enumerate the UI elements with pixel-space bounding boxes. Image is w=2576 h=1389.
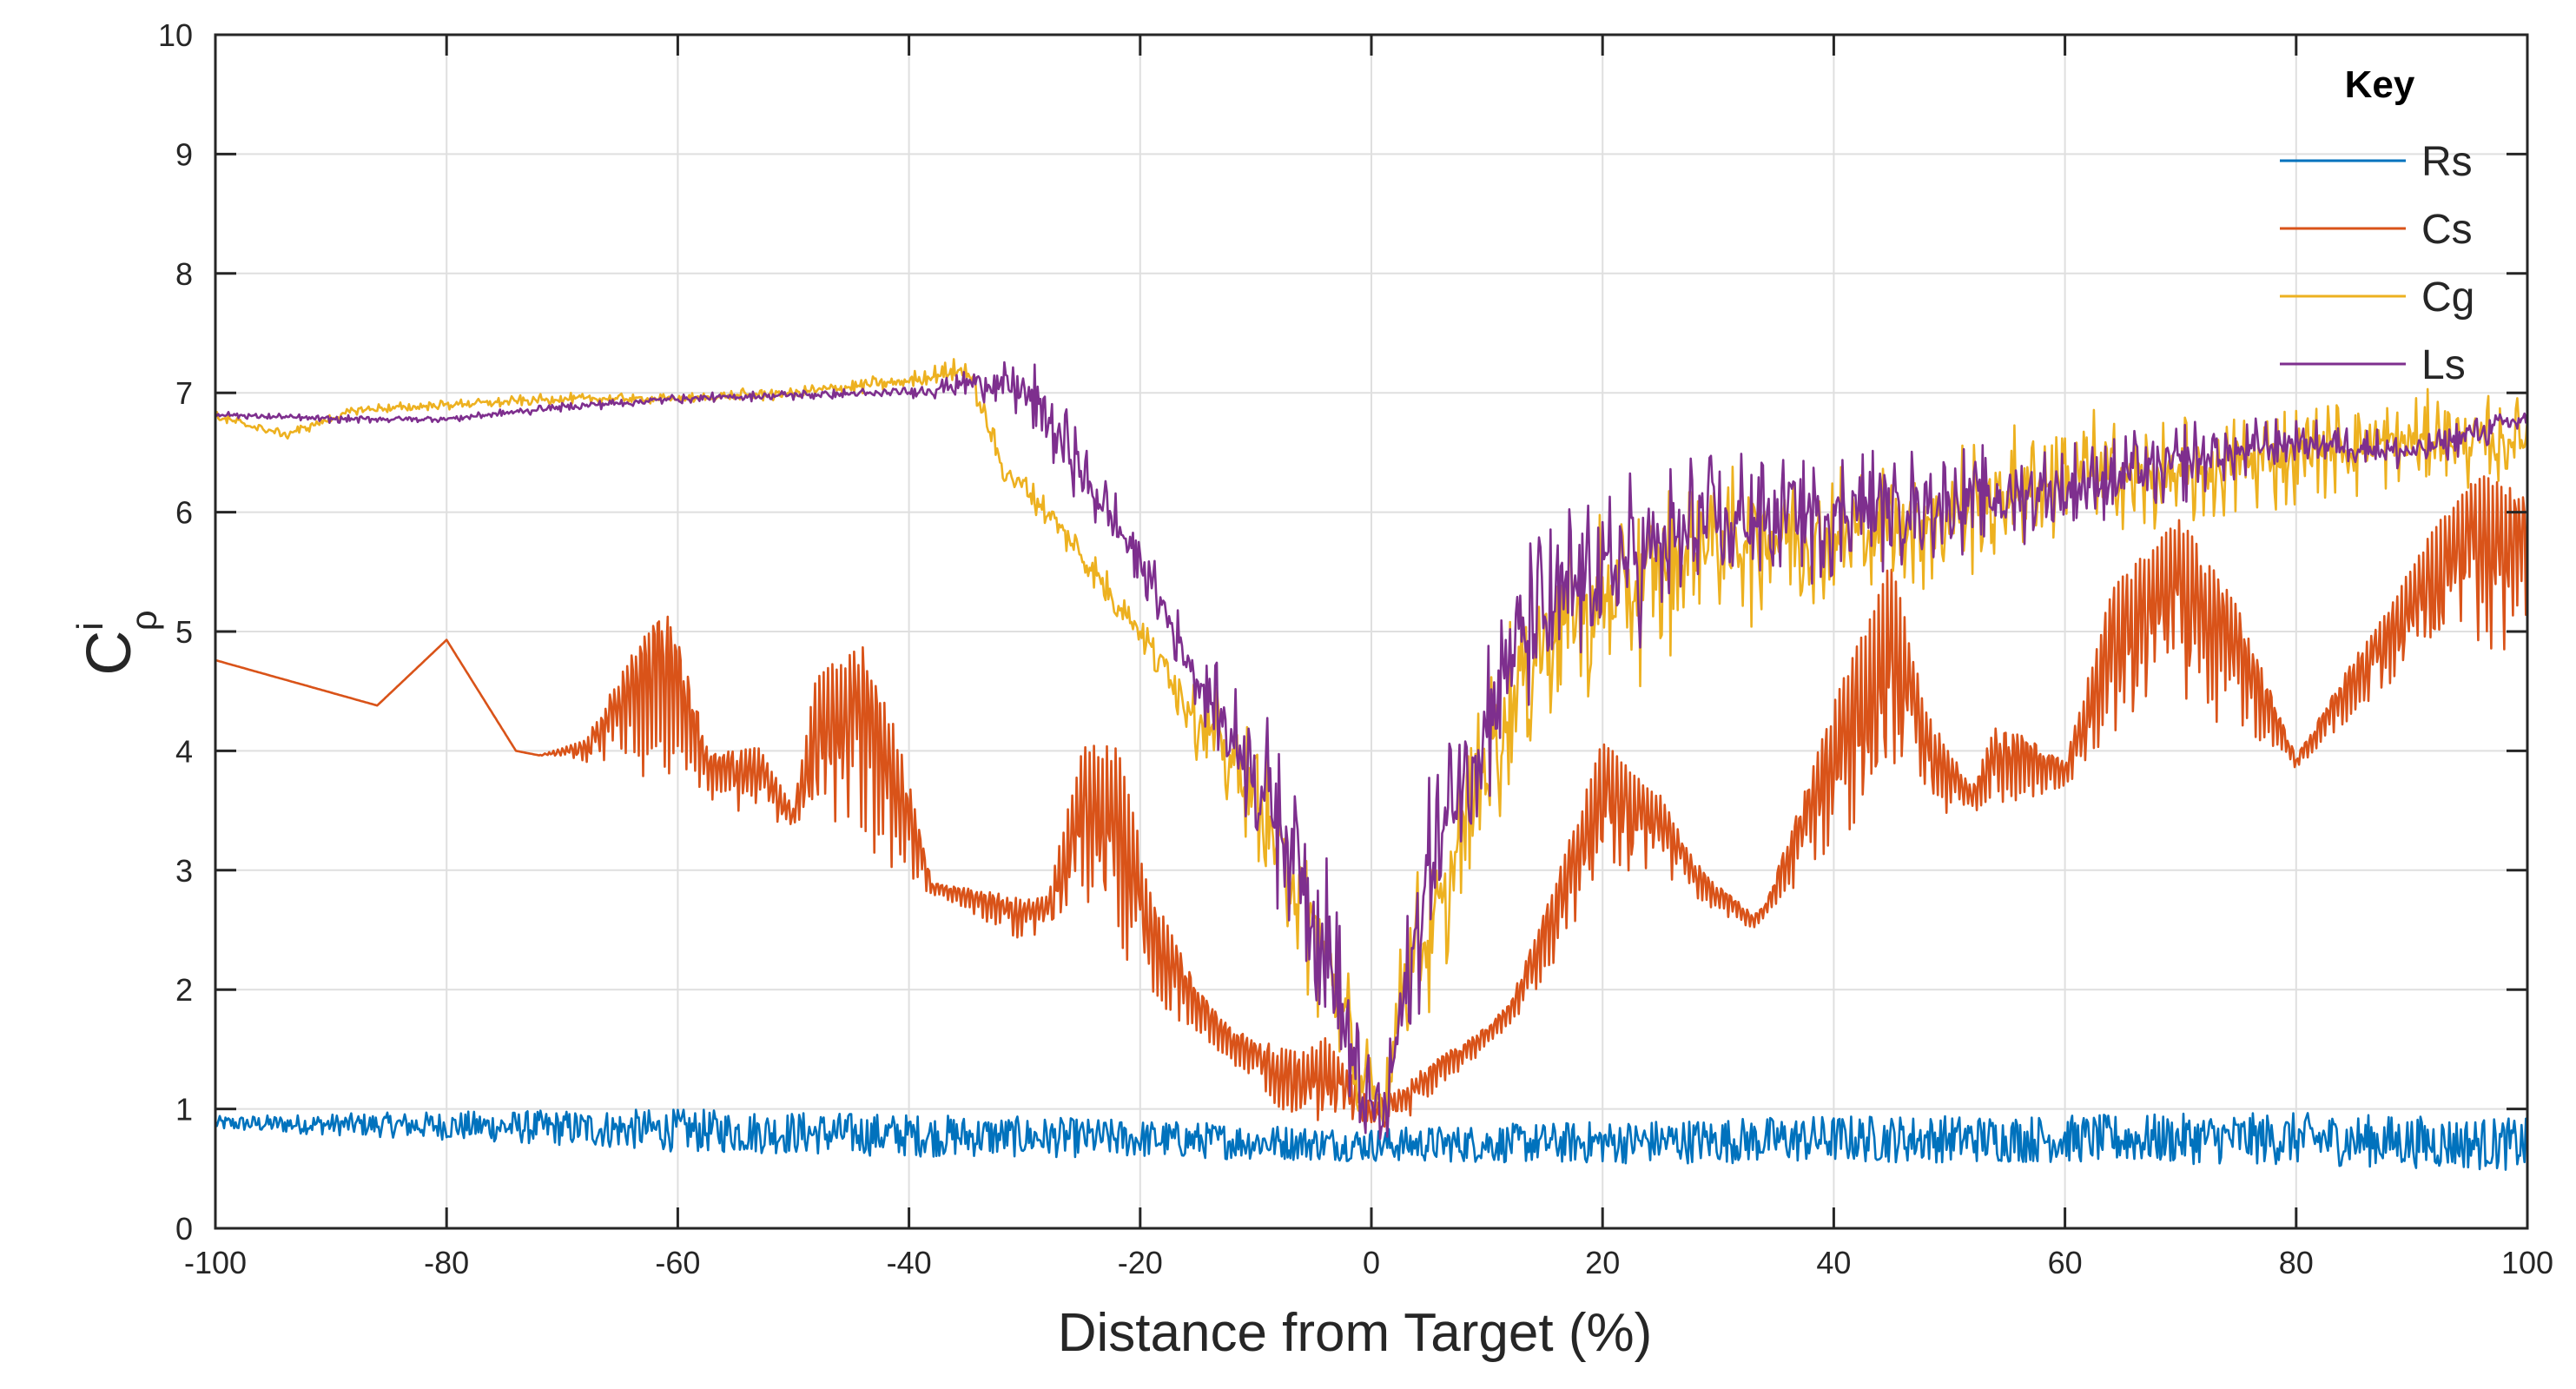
x-tick-label: 80 bbox=[2279, 1245, 2314, 1280]
y-tick-label: 5 bbox=[175, 614, 193, 650]
x-axis-title: Distance from Target (%) bbox=[1058, 1303, 1653, 1363]
y-tick-label: 7 bbox=[175, 375, 193, 411]
y-axis-title-superscript: i bbox=[69, 622, 110, 630]
legend-label-cg: Cg bbox=[2421, 274, 2474, 321]
x-tick-label: 40 bbox=[1816, 1245, 1851, 1280]
series-layer bbox=[214, 358, 2529, 1171]
y-tick-label: 10 bbox=[158, 17, 193, 53]
x-tick-label: 60 bbox=[2048, 1245, 2083, 1280]
y-tick-label: 3 bbox=[175, 853, 193, 889]
legend-label-ls: Ls bbox=[2421, 342, 2466, 388]
x-tick-label: -40 bbox=[887, 1245, 932, 1280]
series-line-ls bbox=[215, 360, 2529, 1141]
legend-label-cs: Cs bbox=[2421, 207, 2473, 253]
series-line-rs bbox=[214, 1108, 2529, 1171]
series-line-cs bbox=[215, 475, 2529, 1128]
x-tick-label: 20 bbox=[1585, 1245, 1620, 1280]
x-tick-label: -20 bbox=[1118, 1245, 1163, 1280]
y-axis-title-base: C bbox=[75, 631, 144, 676]
legend-label-rs: Rs bbox=[2421, 139, 2473, 185]
x-tick-label: 0 bbox=[1363, 1245, 1380, 1280]
y-tick-label: 2 bbox=[175, 972, 193, 1008]
y-tick-label: 8 bbox=[175, 256, 193, 292]
y-tick-label: 4 bbox=[175, 733, 193, 769]
legend-title: Key bbox=[2345, 63, 2415, 106]
y-tick-label: 6 bbox=[175, 495, 193, 531]
x-tick-label: -60 bbox=[655, 1245, 700, 1280]
y-axis-title: Ci ρ bbox=[69, 610, 164, 675]
y-tick-label: 1 bbox=[175, 1092, 193, 1128]
y-tick-label: 0 bbox=[175, 1211, 193, 1247]
y-tick-label: 9 bbox=[175, 136, 193, 172]
x-tick-label: 100 bbox=[2501, 1245, 2553, 1280]
legend: Key Rs Cs Cg Ls bbox=[2280, 63, 2474, 388]
y-axis-title-subscript: ρ bbox=[123, 610, 164, 631]
x-tick-label: -100 bbox=[184, 1245, 247, 1280]
x-tick-label: -80 bbox=[424, 1245, 469, 1280]
axis-ticks: -100 -80 -60 -40 -20 0 20 40 60 80 100 0 1 2 3 4 5 6 7 8 9 10 bbox=[158, 17, 2553, 1280]
